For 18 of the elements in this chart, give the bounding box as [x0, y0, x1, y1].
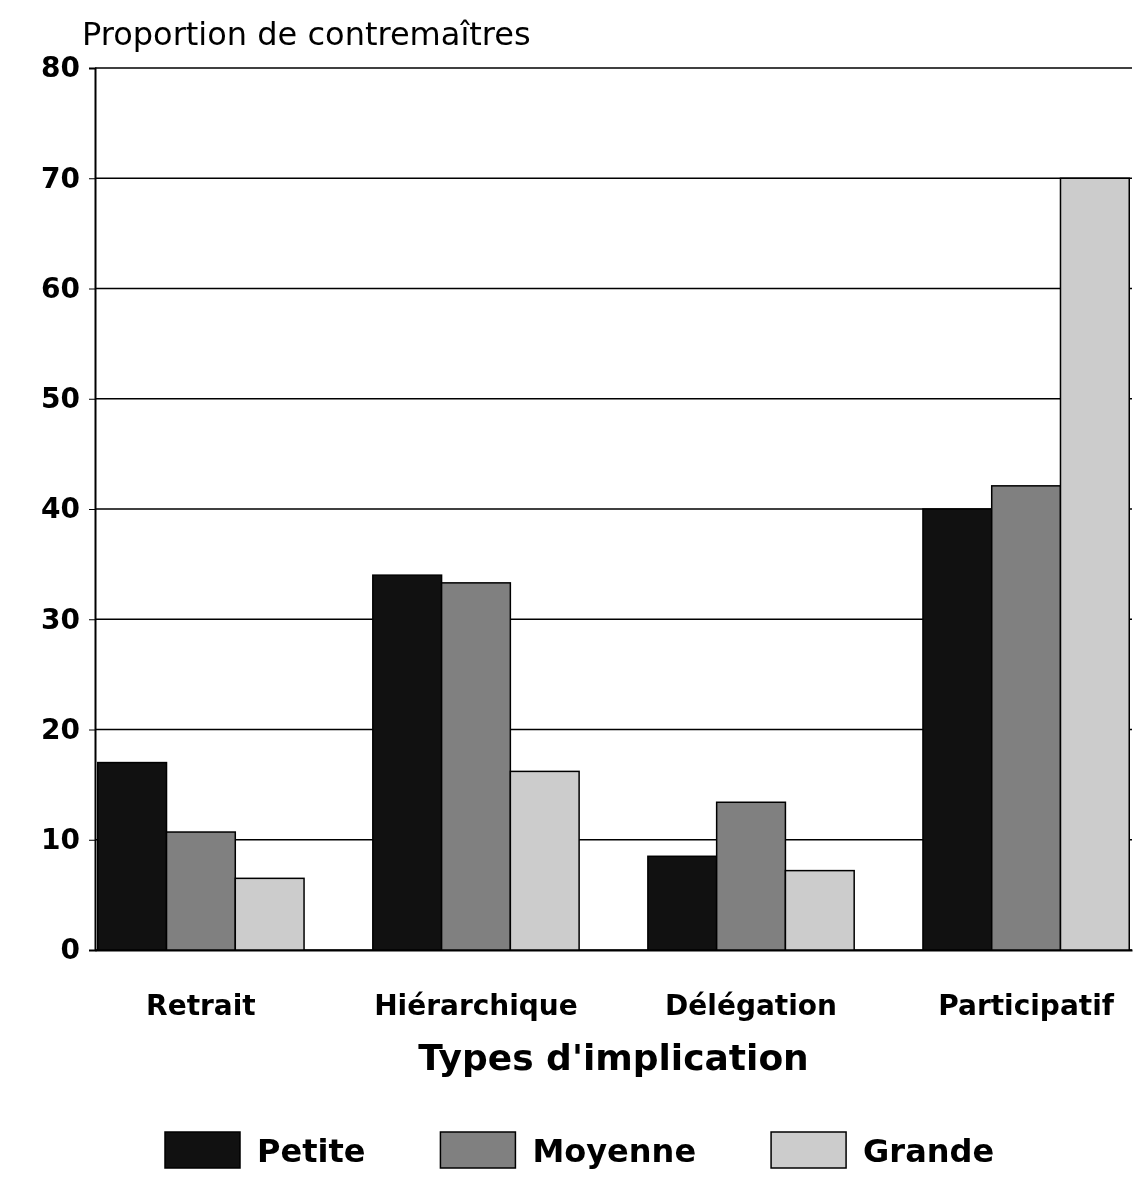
y-axis-title: Proportion de contremaîtres — [82, 15, 531, 53]
x-tick-label: Délégation — [665, 988, 837, 1022]
x-tick-label: Participatif — [938, 988, 1115, 1022]
y-tick-label: 20 — [41, 712, 80, 746]
y-tick-label: 80 — [41, 51, 80, 85]
legend-label: Petite — [257, 1132, 366, 1170]
y-tick-label: 0 — [60, 933, 80, 967]
y-tick-label: 50 — [41, 382, 80, 416]
x-tick-label: Retrait — [146, 988, 256, 1022]
x-tick-label: Hiérarchique — [374, 988, 578, 1022]
y-tick-label: 60 — [41, 271, 80, 305]
y-tick-label: 10 — [41, 823, 80, 857]
y-tick-label: 30 — [41, 602, 80, 636]
legend-label: Moyenne — [532, 1132, 697, 1170]
x-axis-title: Types d'implication — [418, 1037, 809, 1078]
legend-label: Grande — [863, 1132, 995, 1170]
y-tick-label: 70 — [41, 161, 80, 195]
y-tick-label: 40 — [41, 492, 80, 526]
